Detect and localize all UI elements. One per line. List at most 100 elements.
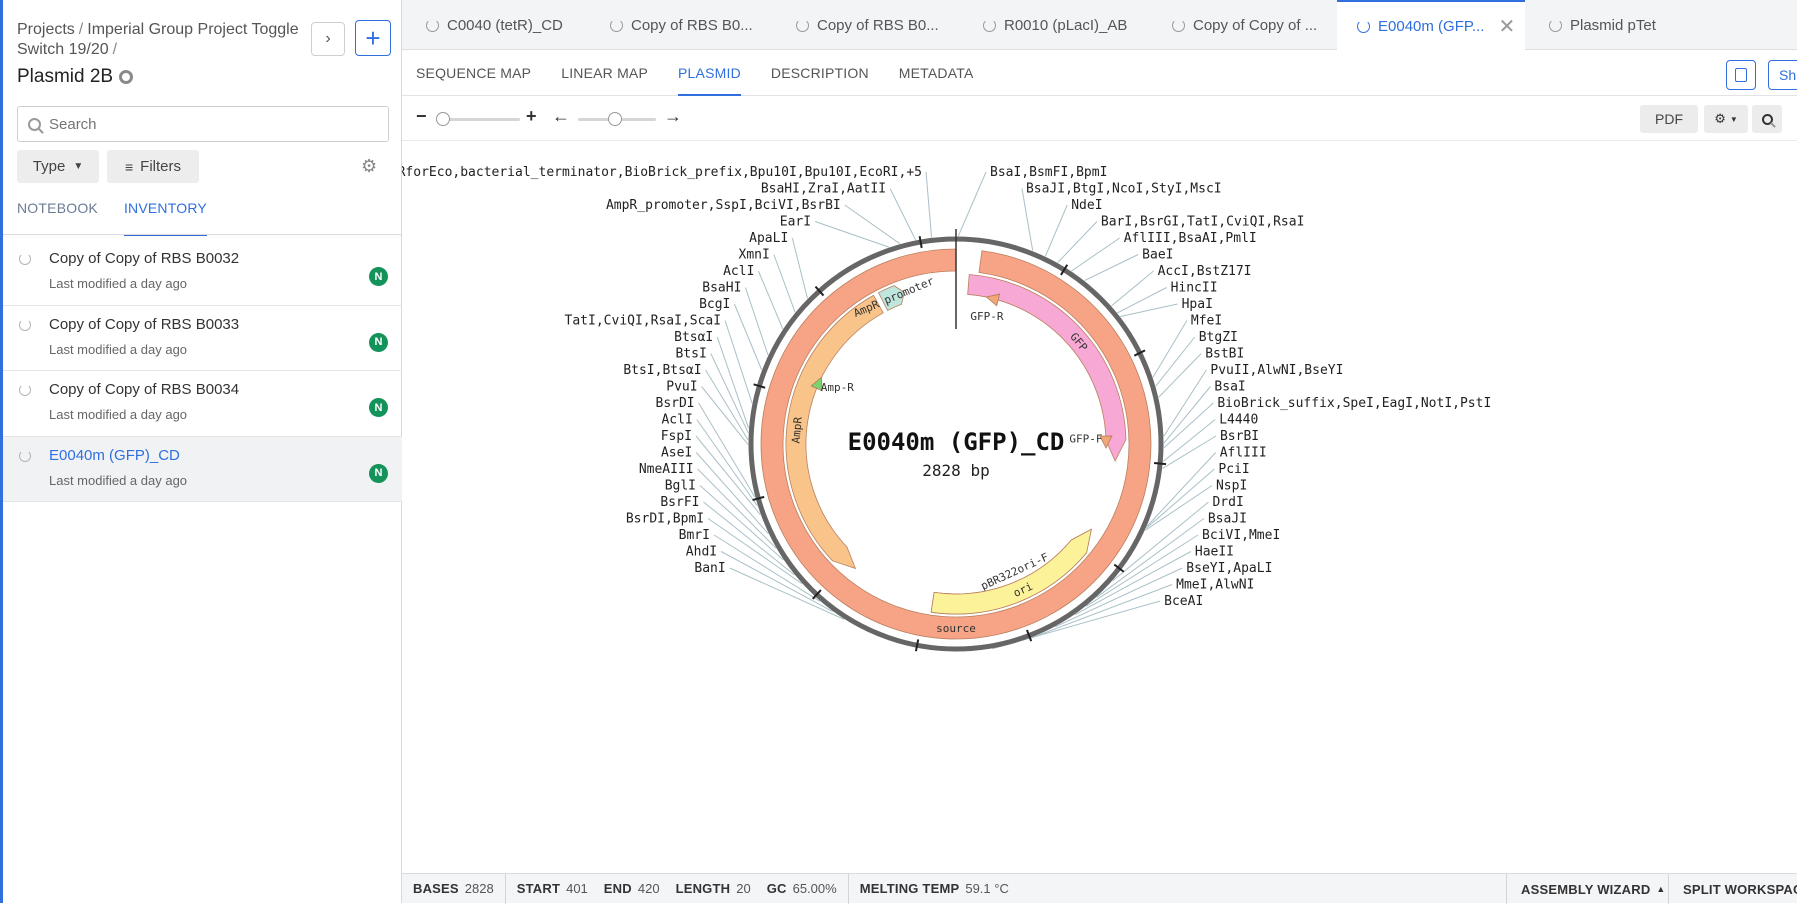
cutsite-label[interactable]: EarI (780, 215, 811, 230)
assembly-wizard-button[interactable]: ASSEMBLY WIZARD ▲ (1506, 874, 1666, 904)
cutsite-label[interactable]: BsaJI (1208, 512, 1247, 527)
cutsite-label[interactable]: FspI (661, 429, 692, 444)
cutsite-label[interactable]: HaeII (1195, 545, 1234, 560)
cutsite-label[interactable]: BaeI (1142, 248, 1173, 263)
cutsite-label[interactable]: BsaI (1214, 380, 1245, 395)
filters-button[interactable]: ≡ Filters (107, 150, 199, 183)
cutsite-label[interactable]: PvuI (666, 380, 697, 395)
pdf-button[interactable]: PDF (1640, 105, 1698, 133)
cutsite-label[interactable]: BstBI (1205, 347, 1244, 362)
doc-tab[interactable]: Copy of RBS B0... (772, 0, 959, 50)
cutsite-label[interactable]: BanI (694, 561, 725, 576)
feature-arc[interactable] (930, 528, 1092, 615)
cutsite-label[interactable]: BtsαI (674, 330, 713, 345)
doc-tab[interactable]: Copy of Copy of ... (1148, 0, 1337, 50)
tab-description[interactable]: DESCRIPTION (770, 65, 869, 81)
search-input[interactable] (49, 115, 349, 133)
tab-metadata[interactable]: METADATA (898, 65, 974, 81)
feature-arc[interactable] (760, 248, 1152, 640)
split-workspace-button[interactable]: SPLIT WORKSPACE (1668, 874, 1797, 904)
list-item[interactable]: Copy of Copy of RBS B0033 Last modified … (3, 306, 402, 371)
cutsite-label[interactable]: NspI (1216, 479, 1247, 494)
cutsite-label[interactable]: BtsI,BtsαI (623, 363, 701, 378)
expand-sidebar-button[interactable]: › (311, 22, 345, 56)
close-icon[interactable]: ✕ (1498, 15, 1516, 38)
cutsite-label[interactable]: BsrBI (1220, 429, 1259, 444)
zoom-in-icon[interactable]: + (526, 106, 537, 126)
cutsite-label[interactable]: BmrI (679, 528, 710, 543)
cutsite-label[interactable]: AclI (723, 264, 754, 279)
cutsite-label[interactable]: BceAI (1164, 594, 1203, 609)
search-button[interactable] (1752, 105, 1782, 133)
cutsite-label[interactable]: PvuII,AlwNI,BseYI (1210, 363, 1343, 378)
cutsite-label[interactable]: XmnI (739, 248, 770, 263)
cutsite-label[interactable]: BglI (665, 479, 696, 494)
cutsite-label[interactable]: PciI (1218, 462, 1249, 477)
cutsite-label[interactable]: BtsI (675, 347, 706, 362)
cutsite-label[interactable]: AhdI (686, 545, 717, 560)
cutsite-label[interactable]: HpaI (1182, 297, 1213, 312)
cutsite-label[interactable]: NdeI (1071, 198, 1102, 213)
cutsite-label[interactable]: BsaHI (702, 281, 741, 296)
cutsite-label[interactable]: AflIII (1220, 446, 1267, 461)
cutsite-label[interactable]: BtgZI (1199, 330, 1238, 345)
cutsite-label[interactable]: AseI (661, 446, 692, 461)
primer-arrow[interactable] (810, 375, 827, 392)
cutsite-label[interactable]: BciVI,MmeI (1202, 528, 1280, 543)
tab-inventory[interactable]: INVENTORY (123, 200, 207, 236)
cutsite-label[interactable]: BseYI,ApaLI (1186, 561, 1272, 576)
cutsite-label[interactable]: BsrDI (656, 396, 695, 411)
doc-tab-active[interactable]: E0040m (GFP... ✕ (1337, 0, 1525, 50)
settings-dropdown[interactable]: ⚙ ▼ (1704, 105, 1748, 133)
cutsite-label[interactable]: BioBrick_suffix,SpeI,EagI,NotI,PstI (1217, 396, 1491, 411)
cutsite-label[interactable]: NmeAIII (639, 462, 694, 477)
zoom-slider[interactable] (436, 112, 520, 126)
cutsite-label[interactable]: HincII (1171, 281, 1218, 296)
cutsite-label[interactable]: AccI,BstZ17I (1158, 264, 1252, 279)
cutsite-label[interactable]: BsaJI,BtgI,NcoI,StyI,MscI (1026, 182, 1222, 197)
search-box[interactable] (17, 106, 389, 142)
plasmid-svg[interactable]: BsaI,BsmFI,BpmI BsaJI,BtgI,NcoI,StyI,MscI… (402, 141, 1797, 871)
cutsite-label[interactable]: BsaHI,ZraI,AatII (761, 182, 886, 197)
breadcrumb-project[interactable]: Imperial Group Project Toggle Switch 19/… (17, 21, 299, 58)
list-item[interactable]: E0040m (GFP)_CD Last modified a day ago … (3, 436, 402, 502)
cutsite-label[interactable]: BarI,BsrGI,TatI,CviQI,RsaI (1101, 215, 1305, 230)
doc-tab[interactable]: C0040 (tetR)_CD (402, 0, 586, 50)
breadcrumb-projects[interactable]: Projects (17, 21, 75, 38)
zoom-out-icon[interactable]: − (416, 106, 427, 126)
rotate-left-icon[interactable]: ← (552, 106, 570, 126)
cutsite-label[interactable]: BsaI,BsmFI,BpmI (990, 165, 1107, 180)
cutsite-label[interactable]: BsrFI (660, 495, 699, 510)
primer-arrow[interactable] (1099, 435, 1113, 449)
cutsite-label[interactable]: pBRforEco,bacterial_terminator,BioBrick_… (402, 165, 922, 180)
cutsite-label[interactable]: TatI,CviQI,RsaI,ScaI (565, 314, 722, 329)
cutsite-label[interactable]: MfeI (1191, 314, 1222, 329)
feature-arc[interactable] (785, 294, 884, 570)
cutsite-label[interactable]: MmeI,AlwNI (1176, 578, 1254, 593)
rotation-slider[interactable] (578, 112, 656, 126)
slider-handle[interactable] (436, 112, 450, 126)
feature-arc[interactable] (877, 285, 905, 312)
copy-button[interactable] (1726, 60, 1756, 90)
gear-icon[interactable] (119, 70, 134, 84)
feature-arc[interactable] (967, 274, 1127, 462)
tab-notebook[interactable]: NOTEBOOK (17, 200, 98, 216)
cutsite-label[interactable]: BsrDI,BpmI (626, 512, 704, 527)
cutsite-label[interactable]: AclI (661, 413, 692, 428)
sliders-icon[interactable]: ⚙ (361, 156, 378, 176)
primer-arrow[interactable] (985, 291, 1001, 307)
cutsite-label[interactable]: L4440 (1219, 413, 1258, 428)
doc-tab[interactable]: R0010 (pLacI)_AB (959, 0, 1148, 50)
type-dropdown[interactable]: Type ▼ (17, 150, 99, 183)
cutsite-label[interactable]: ApaLI (749, 231, 788, 246)
plasmid-map[interactable]: BsaI,BsmFI,BpmI BsaJI,BtgI,NcoI,StyI,MscI… (402, 141, 1797, 871)
cutsite-label[interactable]: BcgI (699, 297, 730, 312)
list-item[interactable]: Copy of Copy of RBS B0032 Last modified … (3, 240, 402, 306)
doc-tab[interactable]: Plasmid pTet (1525, 0, 1725, 50)
add-item-button[interactable]: + (355, 20, 391, 56)
cutsite-label[interactable]: AflIII,BsaAI,PmlI (1124, 231, 1257, 246)
list-item[interactable]: Copy of Copy of RBS B0034 Last modified … (3, 371, 402, 437)
tab-plasmid[interactable]: PLASMID (678, 50, 741, 96)
slider-handle[interactable] (608, 112, 622, 126)
doc-tab[interactable]: Copy of RBS B0... (586, 0, 772, 50)
